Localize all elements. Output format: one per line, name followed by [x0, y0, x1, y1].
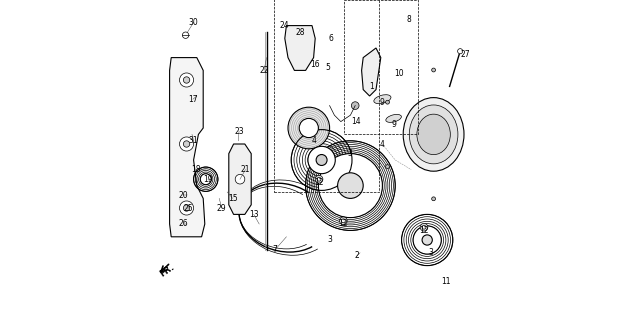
Text: 6: 6 [328, 34, 333, 43]
Circle shape [299, 118, 318, 138]
Circle shape [422, 225, 426, 229]
Text: 7: 7 [273, 245, 278, 254]
Text: 16: 16 [310, 60, 320, 68]
Circle shape [182, 32, 189, 38]
Circle shape [432, 68, 436, 72]
Circle shape [351, 102, 359, 109]
Text: 31: 31 [189, 136, 198, 145]
Text: 14: 14 [351, 117, 361, 126]
Circle shape [422, 235, 432, 245]
Circle shape [341, 219, 345, 223]
Text: 23: 23 [234, 127, 244, 136]
Polygon shape [170, 58, 205, 237]
Text: 30: 30 [188, 18, 198, 27]
Circle shape [432, 197, 436, 201]
Text: 27: 27 [460, 50, 470, 59]
Text: 10: 10 [394, 69, 404, 78]
Polygon shape [229, 144, 251, 214]
Text: 12: 12 [339, 220, 348, 228]
Circle shape [183, 205, 190, 211]
Circle shape [180, 137, 193, 151]
Text: 1: 1 [369, 82, 374, 91]
Polygon shape [361, 48, 381, 96]
Circle shape [316, 155, 327, 165]
Text: 22: 22 [259, 66, 269, 75]
Text: 25: 25 [184, 204, 193, 212]
Text: 11: 11 [442, 277, 451, 286]
Circle shape [338, 173, 363, 198]
Text: 12: 12 [314, 178, 324, 187]
Ellipse shape [386, 115, 401, 122]
Circle shape [200, 174, 212, 185]
Circle shape [308, 146, 335, 174]
Text: 5: 5 [325, 63, 330, 72]
Bar [273, 0, 379, 192]
Circle shape [457, 49, 463, 54]
Text: 28: 28 [295, 28, 305, 36]
Circle shape [235, 174, 245, 184]
Circle shape [183, 77, 190, 83]
Circle shape [386, 100, 389, 104]
Text: 3: 3 [428, 248, 433, 257]
Circle shape [413, 226, 441, 254]
Circle shape [180, 73, 193, 87]
Text: 19: 19 [203, 175, 213, 184]
Ellipse shape [403, 98, 464, 171]
Text: 18: 18 [192, 165, 201, 174]
Circle shape [180, 201, 193, 215]
Circle shape [318, 154, 383, 218]
Ellipse shape [417, 114, 451, 155]
Ellipse shape [409, 105, 458, 164]
Text: 4: 4 [379, 140, 384, 148]
Text: 29: 29 [217, 204, 227, 212]
Text: 8: 8 [406, 15, 411, 24]
Text: 9: 9 [391, 120, 396, 129]
Text: 13: 13 [249, 210, 258, 219]
Polygon shape [285, 26, 315, 70]
Circle shape [317, 177, 321, 181]
Text: 9: 9 [379, 98, 384, 107]
Bar [344, 0, 417, 134]
Text: 26: 26 [178, 220, 188, 228]
Text: 4: 4 [312, 136, 317, 145]
Text: 24: 24 [280, 21, 290, 30]
Circle shape [288, 107, 329, 149]
Text: 3: 3 [348, 149, 352, 158]
Circle shape [315, 175, 323, 183]
Text: FR.: FR. [158, 262, 177, 278]
Circle shape [420, 223, 428, 231]
Text: 17: 17 [188, 95, 198, 104]
Text: 3: 3 [327, 236, 332, 244]
Text: 12: 12 [419, 226, 429, 235]
Circle shape [386, 165, 389, 169]
Text: 20: 20 [178, 191, 188, 200]
Circle shape [478, 165, 482, 169]
Text: 2: 2 [354, 252, 359, 260]
Ellipse shape [374, 95, 391, 104]
Circle shape [478, 100, 482, 104]
Circle shape [183, 141, 190, 147]
Text: 15: 15 [228, 194, 238, 203]
Circle shape [339, 217, 347, 225]
Text: 21: 21 [241, 165, 250, 174]
